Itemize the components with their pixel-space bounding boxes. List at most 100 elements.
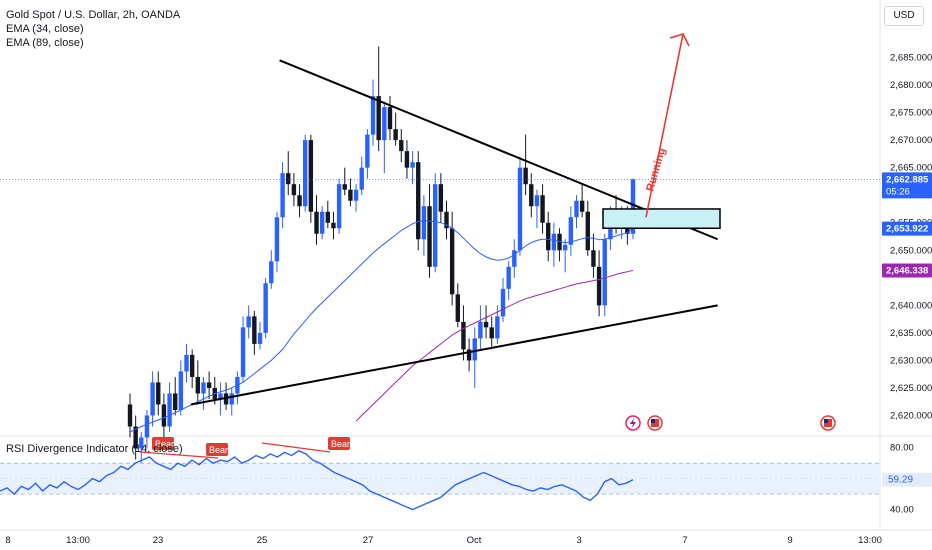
candle-body — [319, 211, 325, 234]
candle-body — [630, 179, 636, 234]
candle-body — [546, 222, 551, 251]
rsi-value-label: 59.29 — [888, 475, 913, 486]
candle-body — [144, 415, 150, 438]
candle-body — [139, 437, 144, 449]
time-tick-9: 13:00 — [858, 535, 882, 546]
candle-body — [529, 184, 534, 207]
time-tick-8: 9 — [787, 535, 792, 546]
ema34-line — [129, 219, 634, 433]
candle-body — [585, 211, 590, 251]
candle-body — [156, 382, 161, 405]
candle-body — [274, 217, 280, 262]
candle-body — [348, 189, 353, 201]
candle-body — [512, 250, 517, 267]
candle-body — [427, 206, 432, 267]
candle-body — [223, 393, 229, 405]
candle-body — [195, 376, 201, 394]
candle-body — [246, 316, 251, 328]
candle-body — [178, 371, 184, 410]
divergence-line-1 — [139, 451, 219, 459]
candle-body — [523, 167, 528, 185]
rsi-value-bg — [882, 472, 932, 487]
price-label-bg-0 — [882, 172, 932, 199]
candle-body — [291, 184, 297, 196]
arrow-shaft — [645, 33, 684, 218]
price-tick-1: 2,680.000 — [890, 80, 932, 91]
candle-body — [478, 321, 483, 339]
bolt-icon — [630, 418, 636, 428]
price-label-bg-2 — [882, 263, 932, 278]
candle-body — [399, 140, 404, 152]
countdown-label: 05:26 — [886, 186, 910, 197]
candle-body — [286, 173, 291, 185]
candle-body — [359, 167, 364, 190]
chart-legend: Gold Spot / U.S. Dollar, 2h, OANDA EMA (… — [6, 8, 180, 50]
candle-body — [342, 184, 347, 190]
bear-label-bg-0 — [152, 437, 174, 450]
candle-body — [189, 354, 195, 377]
candle-body — [167, 393, 172, 427]
candle-body — [218, 393, 223, 399]
price-tick-6: 2,650.000 — [890, 245, 932, 256]
price-label-1: 2,653.922 — [886, 224, 928, 235]
running-annotation: Running — [644, 147, 668, 193]
price-tick-10: 2,625.000 — [890, 383, 932, 394]
candle-body — [466, 349, 472, 361]
time-tick-4: 27 — [363, 535, 374, 546]
bear-label-2: Bear — [331, 439, 350, 449]
rsi-legend[interactable]: RSI Divergence Indicator (14, close) — [6, 443, 183, 455]
price-tick-11: 2,620.000 — [890, 410, 932, 421]
candle-body — [206, 382, 212, 388]
candle-body — [127, 404, 133, 427]
candle-body — [596, 266, 602, 306]
candle-body — [353, 189, 359, 201]
candle-body — [150, 382, 155, 416]
candle-body — [393, 129, 398, 141]
candle-body — [376, 96, 381, 141]
candle-body — [495, 316, 500, 339]
price-tick-3: 2,670.000 — [890, 135, 932, 146]
candle-body — [336, 184, 342, 229]
candle-body — [280, 173, 285, 218]
candle-body — [269, 261, 274, 284]
price-tick-2: 2,675.000 — [890, 108, 932, 119]
symbol-title[interactable]: Gold Spot / U.S. Dollar, 2h, OANDA — [6, 9, 181, 21]
candle-body — [444, 211, 449, 229]
rsi-tick-1: 40.00 — [890, 505, 914, 516]
bear-label-1: Bear — [209, 445, 228, 455]
candle-body — [404, 151, 410, 168]
candle-body — [568, 217, 574, 245]
candle-body — [551, 233, 557, 251]
time-tick-1: 13:00 — [66, 535, 90, 546]
us-flag-canton — [824, 419, 828, 423]
candle-body — [303, 140, 308, 207]
candle-body — [483, 321, 489, 328]
breakout-zone — [602, 208, 721, 229]
candle-body — [438, 184, 444, 212]
divergence-line-2 — [261, 442, 331, 453]
price-tick-8: 2,635.000 — [890, 328, 932, 339]
candle-body — [432, 184, 438, 267]
price-tick-0: 2,685.000 — [890, 53, 932, 64]
currency-button[interactable]: USD — [884, 6, 924, 26]
price-label-2: 2,646.338 — [886, 265, 928, 276]
candle-body — [461, 321, 466, 350]
ema34-legend[interactable]: EMA (34, close) — [6, 23, 84, 35]
rsi-tick-0: 80.00 — [890, 443, 914, 454]
candle-body — [472, 338, 477, 361]
candle-body — [517, 167, 523, 251]
candle-body — [455, 294, 460, 322]
candle-body — [410, 162, 415, 168]
time-tick-0: 8 — [5, 535, 10, 546]
candle-body — [184, 354, 189, 372]
candle-body — [229, 393, 234, 405]
candle-body — [387, 107, 393, 130]
candle-body — [534, 195, 540, 207]
candle-body — [562, 244, 568, 251]
time-tick-7: 7 — [682, 535, 687, 546]
ema89-legend[interactable]: EMA (89, close) — [6, 37, 84, 49]
candle-body — [173, 393, 178, 410]
rsi-line — [0, 450, 634, 511]
price-tick-9: 2,630.000 — [890, 355, 932, 366]
